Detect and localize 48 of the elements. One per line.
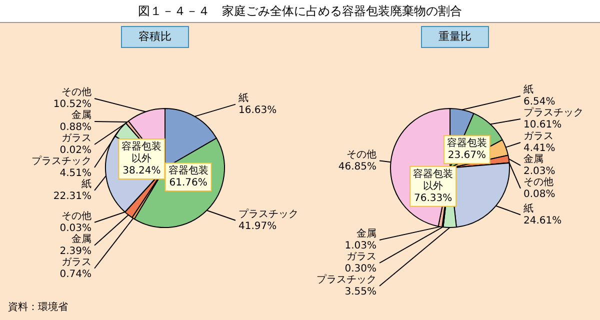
data-label: 10.61% bbox=[524, 120, 562, 131]
data-label: 3.55% bbox=[344, 286, 376, 298]
slice-label: 金属 bbox=[524, 153, 544, 166]
data-label: 0.74% bbox=[60, 268, 92, 280]
slice-label: ガラス bbox=[346, 252, 376, 263]
chart-subtitle: 重量比 bbox=[421, 26, 489, 48]
slice-label: その他 bbox=[346, 148, 376, 160]
data-label: 0.02% bbox=[60, 145, 92, 156]
data-label: 0.08% bbox=[524, 189, 556, 200]
slice-label: ガラス bbox=[62, 256, 92, 268]
data-label: 16.63% bbox=[238, 104, 277, 116]
text: 容器包装以外 38.24% bbox=[122, 140, 162, 177]
data-label: 2.39% bbox=[60, 246, 92, 257]
data-label: 24.61% bbox=[524, 215, 562, 226]
data-label: 22.31% bbox=[53, 191, 92, 202]
chart-title: 図１－４－４ 家庭ごみ全体に占める容器包装廃棄物の割合 bbox=[0, 0, 600, 23]
slice-label: プラスチック bbox=[238, 208, 298, 220]
data-label: 6.54% bbox=[524, 96, 556, 108]
slice-label: 金属 bbox=[72, 232, 92, 245]
slice-label: 紙 bbox=[524, 202, 534, 214]
data-label: 10.52% bbox=[53, 99, 92, 110]
text: 資料：環境省 bbox=[8, 300, 68, 314]
chart-subtitle: 容積比 bbox=[121, 26, 189, 48]
data-label: 4.51% bbox=[60, 168, 92, 180]
slice-label: ガラス bbox=[524, 131, 554, 142]
text: 容器包装以外 76.33% bbox=[413, 168, 454, 204]
slice-label: プラスチック bbox=[524, 106, 584, 119]
slice-label: 金属 bbox=[356, 228, 376, 240]
data-label: 46.85% bbox=[338, 161, 376, 172]
data-label: 4.41% bbox=[524, 143, 556, 154]
text: 容器包装 23.67% bbox=[446, 137, 487, 162]
data-label: 41.97% bbox=[238, 220, 277, 232]
slice-label: その他 bbox=[524, 176, 554, 188]
slice-label: ガラス bbox=[62, 133, 92, 144]
data-label: 2.03% bbox=[524, 166, 556, 178]
data-label: 0.30% bbox=[344, 264, 376, 275]
slice-label: プラスチック bbox=[32, 155, 92, 168]
slice-label: その他 bbox=[62, 210, 92, 222]
slice-label: その他 bbox=[62, 86, 92, 98]
slice-label: 紙 bbox=[524, 84, 534, 96]
data-label: 0.03% bbox=[60, 222, 92, 234]
slice-label: 紙 bbox=[238, 92, 248, 104]
slice-label: 金属 bbox=[72, 109, 92, 122]
data-label: 1.03% bbox=[344, 240, 376, 252]
data-label: 0.88% bbox=[60, 122, 92, 134]
text: 容器包装 61.76% bbox=[168, 164, 208, 189]
slice-label: 紙 bbox=[82, 178, 92, 190]
slice-label: プラスチック bbox=[316, 274, 376, 286]
